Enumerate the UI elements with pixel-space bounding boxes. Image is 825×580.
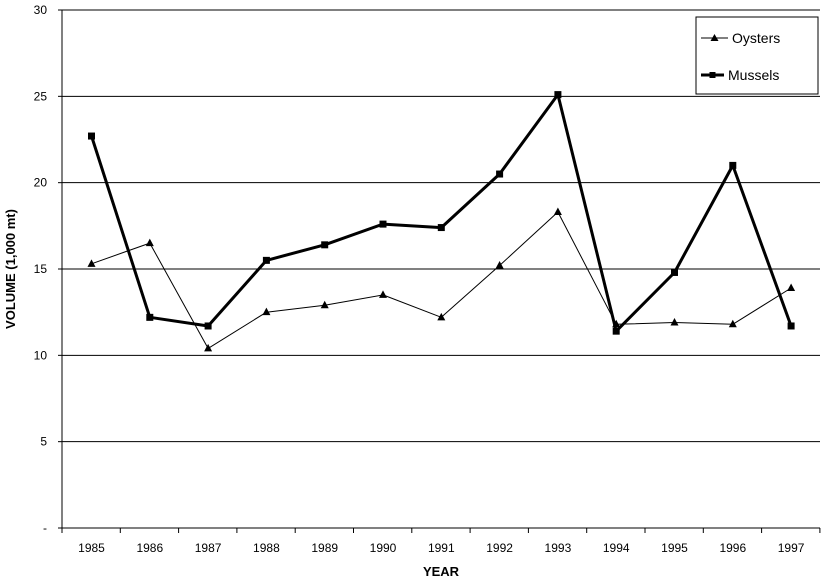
- point-mussels-1988: [262, 256, 270, 264]
- x-tick-label-1996: 1996: [719, 541, 746, 555]
- x-tick-label-1993: 1993: [545, 541, 572, 555]
- legend-swatch-oysters-marker: [710, 34, 719, 41]
- point-oysters-1986: [145, 238, 154, 247]
- series-line-oysters: [91, 211, 792, 349]
- x-axis-title: YEAR: [423, 564, 460, 579]
- x-tick-label-1991: 1991: [428, 541, 455, 555]
- point-oysters-1993: [553, 207, 562, 216]
- point-oysters-1987: [204, 343, 213, 352]
- point-oysters-1990: [379, 290, 387, 298]
- legend-swatch-mussels-marker: [709, 72, 716, 78]
- point-oysters-1991: [437, 312, 446, 321]
- legend-label-mussels: Mussels: [728, 67, 779, 83]
- y-axis-ticks: - 5 10 15 20 25 30: [34, 3, 62, 535]
- y-tick-label-0: -: [43, 521, 47, 535]
- point-mussels-1997: [787, 322, 795, 330]
- y-tick-label-15: 15: [34, 262, 48, 276]
- point-oysters-1996: [728, 319, 737, 328]
- point-mussels-1987: [204, 322, 212, 330]
- x-tick-label-1987: 1987: [195, 541, 222, 555]
- y-tick-label-25: 25: [34, 89, 48, 103]
- x-tick-label-1997: 1997: [778, 541, 805, 555]
- point-mussels-1996: [729, 161, 737, 169]
- x-tick-label-1994: 1994: [603, 541, 630, 555]
- legend: Oysters Mussels: [695, 16, 819, 95]
- point-mussels-1995: [671, 268, 678, 276]
- point-mussels-1986: [146, 313, 154, 321]
- legend-box: [695, 16, 819, 95]
- x-tick-label-1995: 1995: [661, 541, 688, 555]
- series-lines: [87, 91, 796, 352]
- x-tick-label-1990: 1990: [370, 541, 397, 555]
- point-oysters-1989: [320, 300, 329, 309]
- point-oysters-1992: [495, 261, 504, 269]
- point-mussels-1993: [554, 91, 562, 99]
- x-tick-label-1992: 1992: [486, 541, 513, 555]
- x-axis-ticks: 1985 1986 1987 1988 1989 1990 1991 1992 1993 1994…: [61, 528, 821, 555]
- x-tick-label-1985: 1985: [78, 541, 105, 555]
- point-mussels-1990: [379, 220, 387, 228]
- y-tick-label-30: 30: [34, 3, 48, 17]
- gridlines: [62, 9, 820, 443]
- point-oysters-1995: [670, 318, 679, 326]
- x-tick-label-1989: 1989: [311, 541, 338, 555]
- point-oysters-1988: [262, 307, 271, 316]
- series-oysters: [87, 207, 796, 352]
- y-axis-title: VOLUME (1,000 mt): [3, 209, 18, 329]
- point-mussels-1991: [437, 224, 445, 232]
- point-mussels-1994: [612, 327, 620, 335]
- x-tick-label-1986: 1986: [136, 541, 163, 555]
- series-line-mussels: [90, 93, 793, 333]
- point-mussels-1985: [88, 132, 95, 140]
- point-mussels-1989: [321, 241, 329, 249]
- legend-label-oysters: Oysters: [732, 30, 780, 46]
- y-tick-label-5: 5: [40, 435, 47, 449]
- y-tick-label-10: 10: [34, 348, 48, 362]
- point-mussels-1992: [496, 170, 504, 178]
- series-mussels: [88, 91, 795, 335]
- legend-item-mussels: Mussels: [701, 67, 779, 83]
- y-tick-label-20: 20: [34, 176, 48, 190]
- x-tick-label-1988: 1988: [253, 541, 280, 555]
- legend-item-oysters: Oysters: [701, 30, 780, 46]
- point-oysters-1997: [787, 283, 796, 291]
- point-oysters-1985: [87, 259, 96, 267]
